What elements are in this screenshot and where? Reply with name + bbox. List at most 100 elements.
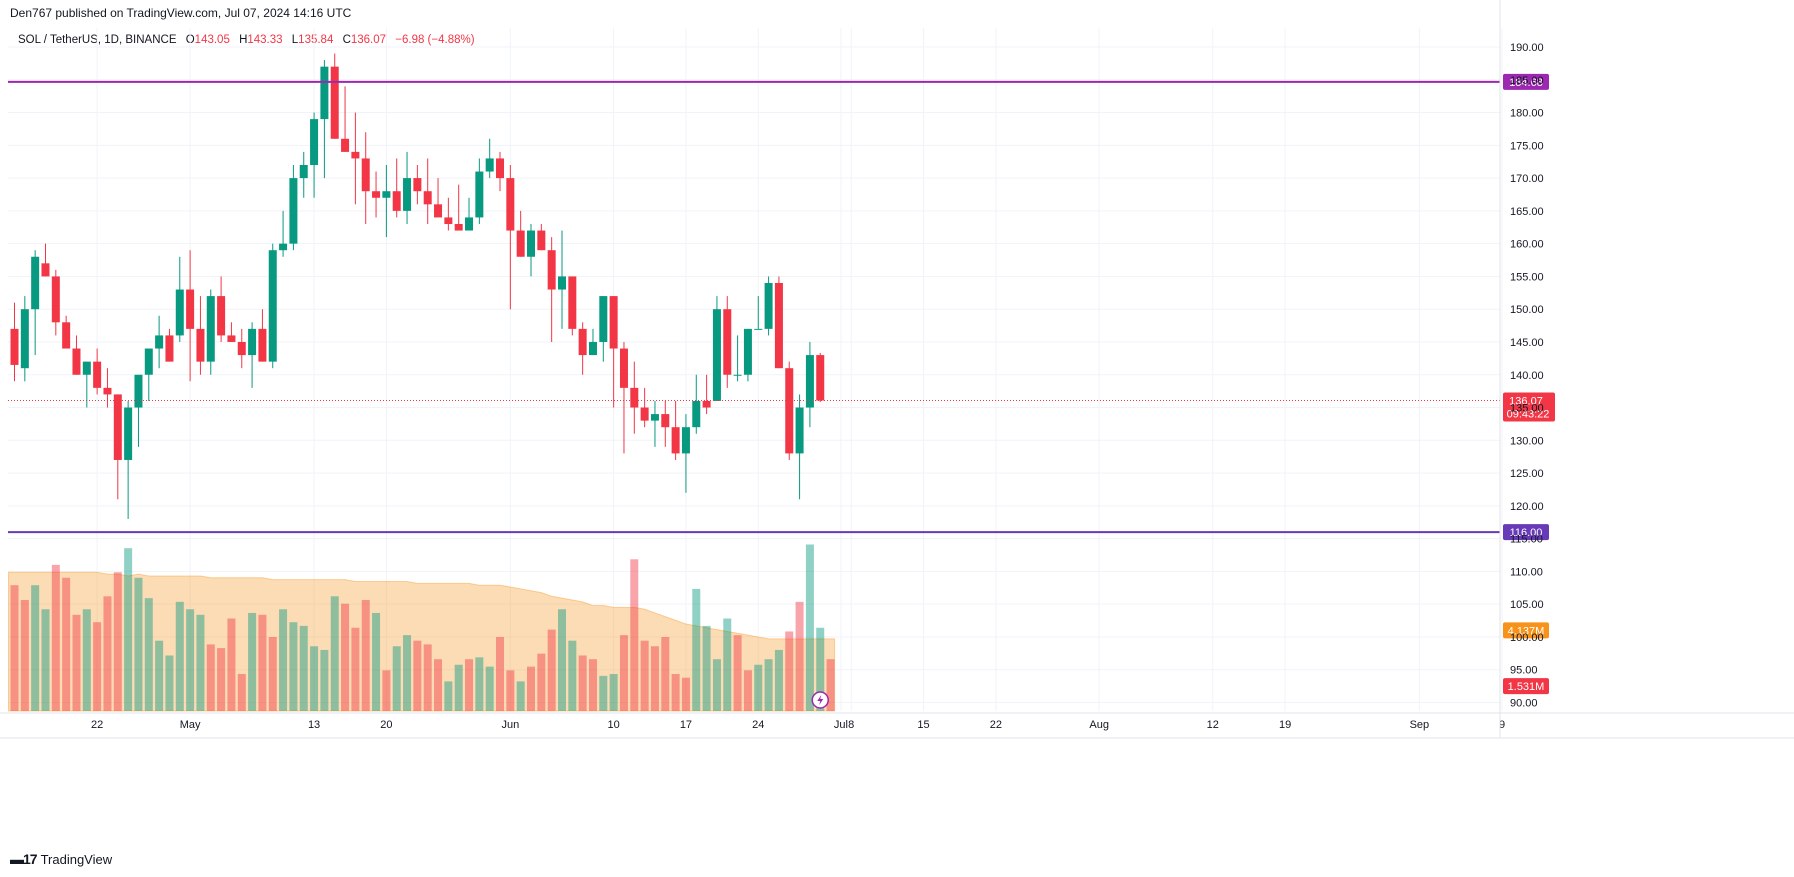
candle-body bbox=[423, 191, 432, 205]
volume-bar bbox=[588, 659, 597, 711]
price-tick-label: 130.00 bbox=[1510, 435, 1544, 447]
volume-bar bbox=[124, 548, 133, 711]
volume-bar bbox=[20, 600, 29, 711]
volume-bar bbox=[681, 677, 690, 711]
volume-bar bbox=[31, 585, 40, 711]
price-tick-label: 120.00 bbox=[1510, 501, 1544, 513]
price-tick-label: 190.00 bbox=[1510, 42, 1544, 54]
volume-bar bbox=[144, 598, 153, 711]
candle-body bbox=[320, 66, 329, 120]
volume-bar bbox=[826, 659, 835, 711]
chart-grid bbox=[8, 28, 1503, 711]
volume-bar bbox=[403, 635, 412, 711]
volume-bar bbox=[609, 674, 618, 711]
price-tick-label: 95.00 bbox=[1510, 665, 1538, 677]
volume-bar bbox=[568, 640, 577, 711]
candle-body bbox=[165, 335, 174, 362]
time-tick-label: May bbox=[180, 719, 201, 731]
low-value: 135.84 bbox=[298, 34, 334, 46]
candle-body bbox=[475, 171, 484, 218]
volume-bar bbox=[330, 596, 339, 711]
candle-body bbox=[372, 191, 381, 198]
volume-bar bbox=[795, 601, 804, 711]
candle-body bbox=[444, 217, 453, 224]
volume-bar bbox=[702, 625, 711, 711]
candle-body bbox=[279, 243, 288, 251]
volume-bar bbox=[434, 659, 443, 711]
candle-body bbox=[113, 394, 122, 460]
price-tick-label: 140.00 bbox=[1510, 370, 1544, 382]
volume-bar bbox=[134, 577, 143, 711]
volume-bar bbox=[196, 614, 205, 711]
close-label: C bbox=[342, 34, 351, 46]
volume-bar bbox=[547, 629, 556, 711]
candle-body bbox=[144, 348, 153, 375]
volume-bar bbox=[785, 631, 794, 711]
symbol-legend: SOL / TetherUS, 1D, BINANCE O143.05 H143… bbox=[18, 34, 475, 46]
volume-bar bbox=[423, 644, 432, 711]
time-tick-label: 20 bbox=[380, 719, 392, 731]
candle-body bbox=[289, 178, 298, 244]
tradingview-footer: ▬17 TradingView bbox=[10, 851, 112, 867]
candle-body bbox=[681, 427, 690, 454]
low-label: L bbox=[291, 34, 299, 46]
volume-bar bbox=[630, 559, 639, 711]
volume-bar bbox=[320, 649, 329, 711]
volume-bar bbox=[516, 681, 525, 711]
candle-body bbox=[547, 250, 556, 290]
candle-body bbox=[702, 400, 711, 408]
time-tick-label: 15 bbox=[917, 719, 929, 731]
volume-bar bbox=[805, 544, 814, 711]
candle-body bbox=[609, 296, 618, 349]
time-tick-label: 8 bbox=[848, 719, 854, 731]
candle-body bbox=[754, 328, 763, 330]
candle-body bbox=[31, 256, 40, 310]
volume-bar bbox=[392, 646, 401, 711]
volume-bar bbox=[289, 622, 298, 711]
candle-body bbox=[506, 178, 515, 231]
candle-body bbox=[20, 309, 29, 369]
time-tick-label: 22 bbox=[990, 719, 1002, 731]
candle-body bbox=[248, 328, 257, 356]
volume-bar bbox=[258, 614, 267, 711]
price-tick-label: 110.00 bbox=[1510, 566, 1543, 578]
candle-body bbox=[692, 400, 701, 428]
close-value: 136.07 bbox=[350, 34, 387, 46]
countdown-label: 09:43:22 bbox=[1507, 409, 1550, 421]
volume-value-tag bbox=[1503, 678, 1549, 695]
price-tick-label: 145.00 bbox=[1510, 337, 1544, 349]
candle-body bbox=[588, 341, 597, 356]
volume-bar bbox=[661, 637, 670, 711]
candles bbox=[10, 53, 825, 519]
candle-body bbox=[310, 119, 319, 165]
candle-body bbox=[496, 158, 505, 179]
candle-body bbox=[93, 361, 102, 388]
volume-bar bbox=[227, 618, 236, 711]
volume-bar bbox=[165, 655, 174, 711]
candle-body bbox=[134, 374, 143, 408]
candle-body bbox=[578, 328, 587, 356]
last-price-label: 136.07 bbox=[1509, 396, 1543, 408]
candle-body bbox=[816, 355, 825, 401]
volume-bar bbox=[155, 640, 164, 711]
volume-bar bbox=[496, 637, 505, 711]
candle-body bbox=[392, 191, 401, 211]
candle-body bbox=[62, 322, 71, 349]
candle-body bbox=[733, 374, 742, 376]
volume-value-tag bbox=[1503, 622, 1549, 639]
price-tick-label: 160.00 bbox=[1510, 239, 1544, 251]
candle-body bbox=[619, 348, 628, 388]
candle-body bbox=[361, 158, 370, 192]
volume-bar bbox=[733, 635, 742, 711]
volume-bar bbox=[248, 612, 257, 711]
volume-bar bbox=[454, 664, 463, 711]
volume-bar bbox=[485, 666, 494, 711]
price-tick-label: 100.00 bbox=[1510, 632, 1544, 644]
candle-body bbox=[237, 341, 246, 356]
candle-body bbox=[258, 328, 267, 362]
volume-bar bbox=[175, 601, 184, 711]
candle-body bbox=[155, 335, 164, 349]
time-tick-label: 13 bbox=[308, 719, 320, 731]
candle-body bbox=[186, 289, 195, 329]
